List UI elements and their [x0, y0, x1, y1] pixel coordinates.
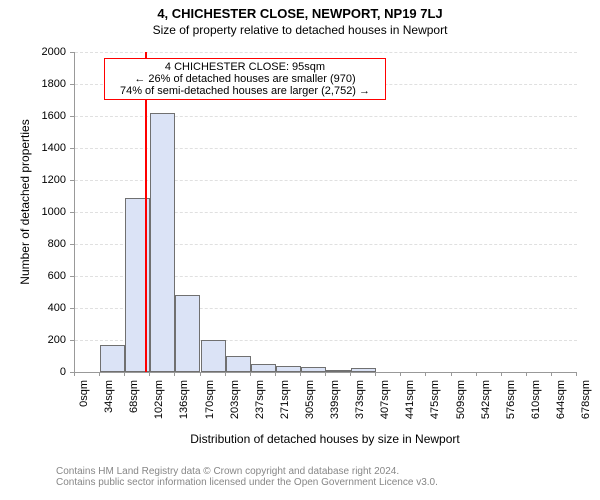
- footer-line-1: Contains HM Land Registry data © Crown c…: [56, 466, 438, 477]
- footer-line-2: Contains public sector information licen…: [56, 477, 438, 488]
- y-tick: [70, 340, 74, 341]
- x-tick-label: 339sqm: [329, 380, 341, 430]
- y-tick-label: 1200: [0, 174, 66, 186]
- y-tick: [70, 180, 74, 181]
- y-tick-label: 1400: [0, 142, 66, 154]
- y-tick: [70, 308, 74, 309]
- x-tick: [451, 372, 452, 376]
- y-tick: [70, 84, 74, 85]
- histogram-bar: [100, 345, 125, 372]
- y-tick-label: 400: [0, 302, 66, 314]
- y-tick: [70, 212, 74, 213]
- histogram-bar: [351, 368, 376, 372]
- annotation-line-2: ← 26% of detached houses are smaller (97…: [109, 73, 381, 85]
- x-tick: [325, 372, 326, 376]
- x-tick: [375, 372, 376, 376]
- annotation-box: 4 CHICHESTER CLOSE: 95sqm ← 26% of detac…: [104, 58, 386, 100]
- y-tick-label: 1800: [0, 78, 66, 90]
- x-tick-label: 102sqm: [153, 380, 165, 430]
- x-tick-label: 136sqm: [178, 380, 190, 430]
- x-tick-label: 678sqm: [580, 380, 592, 430]
- y-tick: [70, 52, 74, 53]
- x-tick: [200, 372, 201, 376]
- y-tick-label: 200: [0, 334, 66, 346]
- y-tick-label: 1600: [0, 110, 66, 122]
- x-tick: [74, 372, 75, 376]
- histogram-bar: [301, 367, 326, 372]
- x-tick-label: 203sqm: [229, 380, 241, 430]
- x-tick: [149, 372, 150, 376]
- x-tick: [350, 372, 351, 376]
- x-tick-label: 271sqm: [279, 380, 291, 430]
- x-tick-label: 373sqm: [354, 380, 366, 430]
- x-tick-label: 542sqm: [480, 380, 492, 430]
- plot-area: [74, 52, 577, 373]
- histogram-bar: [326, 370, 351, 372]
- y-tick: [70, 116, 74, 117]
- y-tick-label: 600: [0, 270, 66, 282]
- chart-container: 4, CHICHESTER CLOSE, NEWPORT, NP19 7LJ S…: [0, 0, 600, 500]
- x-tick-label: 237sqm: [254, 380, 266, 430]
- x-tick-label: 305sqm: [304, 380, 316, 430]
- gridline: [75, 52, 577, 53]
- x-tick: [400, 372, 401, 376]
- x-tick-label: 170sqm: [204, 380, 216, 430]
- main-title: 4, CHICHESTER CLOSE, NEWPORT, NP19 7LJ: [0, 0, 600, 21]
- x-tick: [425, 372, 426, 376]
- marker-line: [145, 52, 147, 372]
- y-tick-label: 800: [0, 238, 66, 250]
- x-tick: [174, 372, 175, 376]
- histogram-bar: [150, 113, 175, 372]
- x-tick: [275, 372, 276, 376]
- x-tick-label: 34sqm: [103, 380, 115, 430]
- y-tick: [70, 244, 74, 245]
- footer-attribution: Contains HM Land Registry data © Crown c…: [56, 466, 438, 488]
- histogram-bar: [175, 295, 200, 372]
- y-tick-label: 1000: [0, 206, 66, 218]
- x-axis-label: Distribution of detached houses by size …: [74, 432, 576, 446]
- annotation-line-1: 4 CHICHESTER CLOSE: 95sqm: [109, 61, 381, 73]
- histogram-bar: [201, 340, 226, 372]
- annotation-line-3: 74% of semi-detached houses are larger (…: [109, 85, 381, 97]
- x-tick-label: 509sqm: [455, 380, 467, 430]
- histogram-bar: [226, 356, 251, 372]
- y-tick-label: 2000: [0, 46, 66, 58]
- x-tick: [526, 372, 527, 376]
- x-tick: [250, 372, 251, 376]
- histogram-bar: [251, 364, 276, 372]
- y-tick: [70, 276, 74, 277]
- x-tick: [225, 372, 226, 376]
- y-tick-label: 0: [0, 366, 66, 378]
- x-tick-label: 441sqm: [404, 380, 416, 430]
- x-tick-label: 407sqm: [379, 380, 391, 430]
- x-tick-label: 610sqm: [530, 380, 542, 430]
- x-tick: [501, 372, 502, 376]
- x-tick: [300, 372, 301, 376]
- x-tick-label: 644sqm: [555, 380, 567, 430]
- x-tick: [476, 372, 477, 376]
- sub-title: Size of property relative to detached ho…: [0, 21, 600, 37]
- x-tick: [576, 372, 577, 376]
- x-tick: [99, 372, 100, 376]
- x-tick: [551, 372, 552, 376]
- x-tick: [124, 372, 125, 376]
- y-tick: [70, 148, 74, 149]
- histogram-bar: [276, 366, 301, 372]
- x-tick-label: 475sqm: [429, 380, 441, 430]
- x-tick-label: 576sqm: [505, 380, 517, 430]
- x-tick-label: 68sqm: [128, 380, 140, 430]
- x-tick-label: 0sqm: [78, 380, 90, 430]
